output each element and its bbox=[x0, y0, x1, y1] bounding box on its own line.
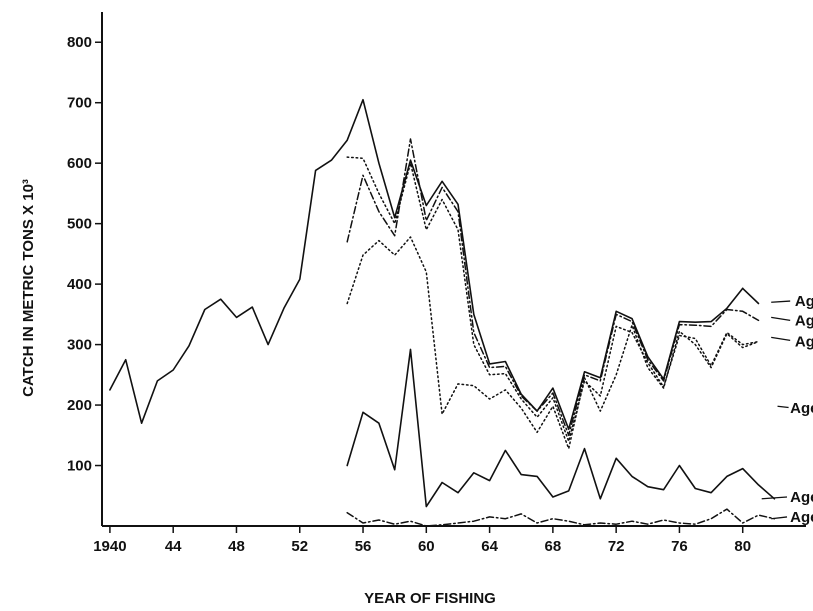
series-line-age-5 bbox=[741, 287, 760, 305]
series-line-age-4 bbox=[346, 138, 760, 437]
series-label-leader bbox=[771, 336, 791, 341]
series-label: Age 1 bbox=[790, 489, 813, 506]
x-tick-label: 76 bbox=[671, 538, 688, 555]
x-tick-label: 60 bbox=[418, 538, 435, 555]
x-tick-label: 1940 bbox=[93, 538, 126, 555]
y-axis-title: CATCH IN METRIC TONS X 10³ bbox=[20, 179, 37, 397]
y-tick-label: 500 bbox=[67, 216, 92, 233]
x-axis-title: YEAR OF FISHING bbox=[364, 590, 496, 607]
y-tick-label: 200 bbox=[67, 397, 92, 414]
series-label: Age 0 bbox=[790, 509, 813, 526]
series-label-leader bbox=[771, 300, 791, 303]
x-tick-label: 64 bbox=[481, 538, 498, 555]
series-label: Age 2 bbox=[790, 400, 813, 417]
y-tick-label: 100 bbox=[67, 458, 92, 475]
x-tick-label: 52 bbox=[291, 538, 308, 555]
x-tick-label: 72 bbox=[608, 538, 625, 555]
series-line-age-2 bbox=[346, 236, 760, 450]
y-tick-label: 800 bbox=[67, 34, 92, 51]
x-tick-label: 56 bbox=[355, 538, 372, 555]
y-tick-label: 600 bbox=[67, 155, 92, 172]
series-label-leader bbox=[761, 496, 788, 500]
series-layer bbox=[109, 98, 776, 527]
ticks: 100 200 300 400 500 600 700 800 1940 44 48 52 56 60 64… bbox=[67, 34, 751, 555]
axes bbox=[101, 12, 806, 527]
x-tick-label: 44 bbox=[165, 538, 182, 555]
series-line-age-3 bbox=[346, 156, 760, 443]
y-tick-label: 700 bbox=[67, 95, 92, 112]
series-line-age-1 bbox=[346, 348, 776, 508]
series-label-leader bbox=[771, 516, 788, 520]
y-tick-label: 400 bbox=[67, 276, 92, 293]
x-tick-label: 80 bbox=[734, 538, 751, 555]
series-label: Age 5 + bbox=[795, 293, 813, 310]
series-line-total bbox=[109, 98, 744, 431]
series-labels: Age 5 + Age 4 Age 3 Age 2 Age 1 Age 0 bbox=[761, 293, 813, 526]
y-tick-label: 300 bbox=[67, 337, 92, 354]
series-label: Age 3 bbox=[795, 334, 813, 351]
series-label-leader bbox=[771, 316, 791, 322]
x-tick-label: 68 bbox=[545, 538, 562, 555]
series-label: Age 4 bbox=[795, 312, 813, 329]
x-tick-label: 48 bbox=[228, 538, 245, 555]
series-label-leader bbox=[777, 405, 789, 409]
series-line-age-0 bbox=[346, 508, 776, 527]
